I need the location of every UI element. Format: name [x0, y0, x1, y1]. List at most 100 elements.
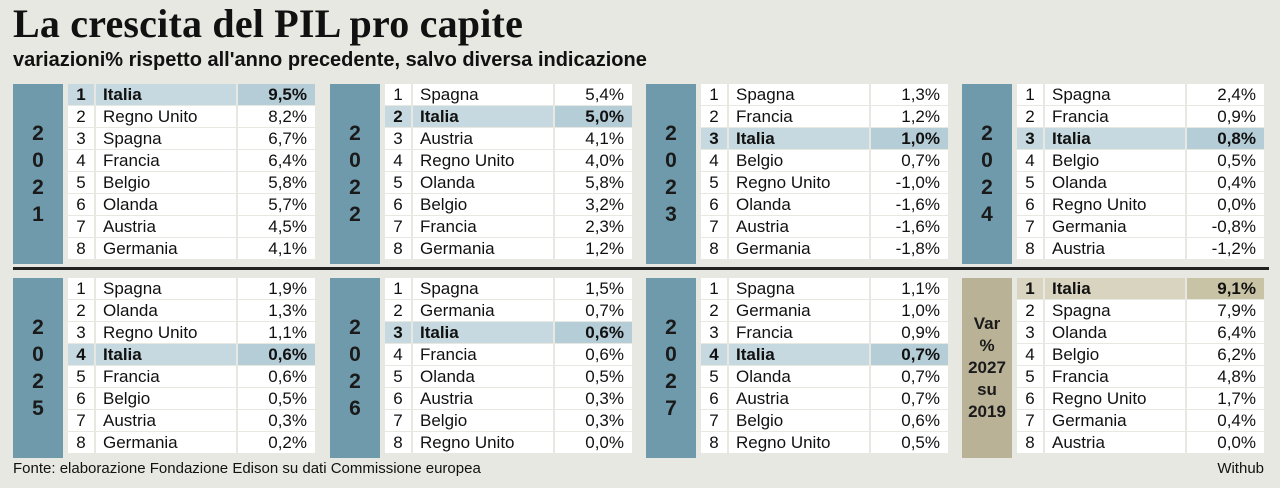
- country-cell: Germania: [1045, 410, 1185, 431]
- label-line: 0: [665, 343, 677, 366]
- value-cell: 2,4%: [1187, 84, 1264, 105]
- table-row: 3 Olanda 6,4%: [1017, 322, 1264, 344]
- value-cell: 4,1%: [555, 128, 632, 149]
- table-row: 4 Regno Unito 4,0%: [385, 150, 632, 172]
- label-line: %: [979, 336, 995, 355]
- label-line: 2: [349, 122, 361, 145]
- rank-cell: 2: [701, 106, 727, 127]
- source-note: Fonte: elaborazione Fondazione Edison su…: [13, 460, 481, 477]
- table-row: 5 Olanda 0,5%: [385, 366, 632, 388]
- country-cell: Italia: [1045, 128, 1185, 149]
- table-row: 7 Austria 4,5%: [68, 216, 315, 238]
- rank-cell: 6: [701, 194, 727, 215]
- ranking-table: 2 0 2 3 1 Spagna 1,3% 2 Francia 1,2% 3 Italia 1,0% 4 B…: [646, 84, 948, 264]
- table-row: 3 Italia 1,0%: [701, 128, 948, 150]
- value-cell: 5,0%: [555, 106, 632, 127]
- value-cell: 0,6%: [238, 344, 315, 365]
- rank-cell: 5: [68, 172, 94, 193]
- table-row: 8 Austria 0,0%: [1017, 432, 1264, 454]
- value-cell: 3,2%: [555, 194, 632, 215]
- value-cell: -1,6%: [871, 194, 948, 215]
- value-cell: 0,8%: [1187, 128, 1264, 149]
- value-cell: 4,1%: [238, 238, 315, 259]
- country-cell: Germania: [729, 300, 869, 321]
- ranking-table: 2 0 2 5 1 Spagna 1,9% 2 Olanda 1,3% 3 Regno Unito 1,…: [13, 278, 315, 458]
- value-cell: 4,5%: [238, 216, 315, 237]
- rank-cell: 2: [1017, 300, 1043, 321]
- table-row: 2 Regno Unito 8,2%: [68, 106, 315, 128]
- table-row: 1 Spagna 1,9%: [68, 278, 315, 300]
- country-cell: Spagna: [729, 278, 869, 299]
- table-row: 5 Francia 4,8%: [1017, 366, 1264, 388]
- rank-cell: 2: [385, 300, 411, 321]
- table-row: 8 Austria -1,2%: [1017, 238, 1264, 260]
- rank-cell: 1: [385, 278, 411, 299]
- country-cell: Regno Unito: [729, 432, 869, 453]
- value-cell: 0,4%: [1187, 410, 1264, 431]
- ranking-table: 2 0 2 6 1 Spagna 1,5% 2 Germania 0,7% 3 Italia 0,6% 4…: [330, 278, 632, 458]
- value-cell: 0,6%: [555, 344, 632, 365]
- value-cell: 0,7%: [871, 150, 948, 171]
- country-cell: Spagna: [96, 128, 236, 149]
- country-cell: Francia: [729, 106, 869, 127]
- table-row: 4 Francia 6,4%: [68, 150, 315, 172]
- country-cell: Belgio: [96, 388, 236, 409]
- rank-cell: 7: [385, 216, 411, 237]
- label-line: su: [977, 380, 997, 399]
- value-cell: 0,6%: [238, 366, 315, 387]
- label-line: 4: [981, 203, 993, 226]
- label-line: 2: [349, 316, 361, 339]
- rank-cell: 4: [385, 150, 411, 171]
- rank-cell: 7: [1017, 216, 1043, 237]
- table-row: 8 Germania 4,1%: [68, 238, 315, 260]
- country-cell: Italia: [1045, 278, 1185, 299]
- country-cell: Italia: [413, 106, 553, 127]
- country-cell: Spagna: [1045, 300, 1185, 321]
- country-cell: Austria: [96, 410, 236, 431]
- rank-cell: 7: [68, 410, 94, 431]
- country-cell: Germania: [1045, 216, 1185, 237]
- table-row: 4 Italia 0,7%: [701, 344, 948, 366]
- rank-cell: 4: [701, 344, 727, 365]
- table-row: 4 Belgio 6,2%: [1017, 344, 1264, 366]
- rank-cell: 4: [68, 344, 94, 365]
- rank-cell: 3: [1017, 128, 1043, 149]
- value-cell: 0,4%: [1187, 172, 1264, 193]
- value-cell: 8,2%: [238, 106, 315, 127]
- label-line: 2: [32, 316, 44, 339]
- table-row: 1 Italia 9,1%: [1017, 278, 1264, 300]
- value-cell: 0,2%: [238, 432, 315, 453]
- country-cell: Italia: [729, 344, 869, 365]
- table-row: 5 Olanda 0,7%: [701, 366, 948, 388]
- value-cell: 0,9%: [1187, 106, 1264, 127]
- table-row: 1 Spagna 1,1%: [701, 278, 948, 300]
- table-rows: 1 Italia 9,5% 2 Regno Unito 8,2% 3 Spagna 6,7% 4 F…: [68, 84, 315, 264]
- value-cell: 0,7%: [555, 300, 632, 321]
- table-row: 7 Belgio 0,3%: [385, 410, 632, 432]
- label-line: 2: [665, 370, 677, 393]
- country-cell: Austria: [1045, 432, 1185, 453]
- label-line: 0: [349, 149, 361, 172]
- rank-cell: 1: [1017, 84, 1043, 105]
- label-line: 0: [981, 149, 993, 172]
- country-cell: Regno Unito: [1045, 194, 1185, 215]
- rank-cell: 4: [1017, 150, 1043, 171]
- rank-cell: 4: [701, 150, 727, 171]
- label-line: 0: [32, 343, 44, 366]
- country-cell: Germania: [413, 238, 553, 259]
- value-cell: 6,7%: [238, 128, 315, 149]
- rank-cell: 6: [68, 194, 94, 215]
- row-divider: [13, 267, 1269, 270]
- country-cell: Italia: [96, 84, 236, 105]
- country-cell: Francia: [96, 150, 236, 171]
- page-subtitle: variazioni% rispetto all'anno precedente…: [13, 49, 647, 71]
- rank-cell: 3: [701, 322, 727, 343]
- rank-cell: 5: [68, 366, 94, 387]
- table-row: 6 Austria 0,3%: [385, 388, 632, 410]
- table-row: 2 Francia 1,2%: [701, 106, 948, 128]
- rank-cell: 2: [385, 106, 411, 127]
- value-cell: 6,4%: [238, 150, 315, 171]
